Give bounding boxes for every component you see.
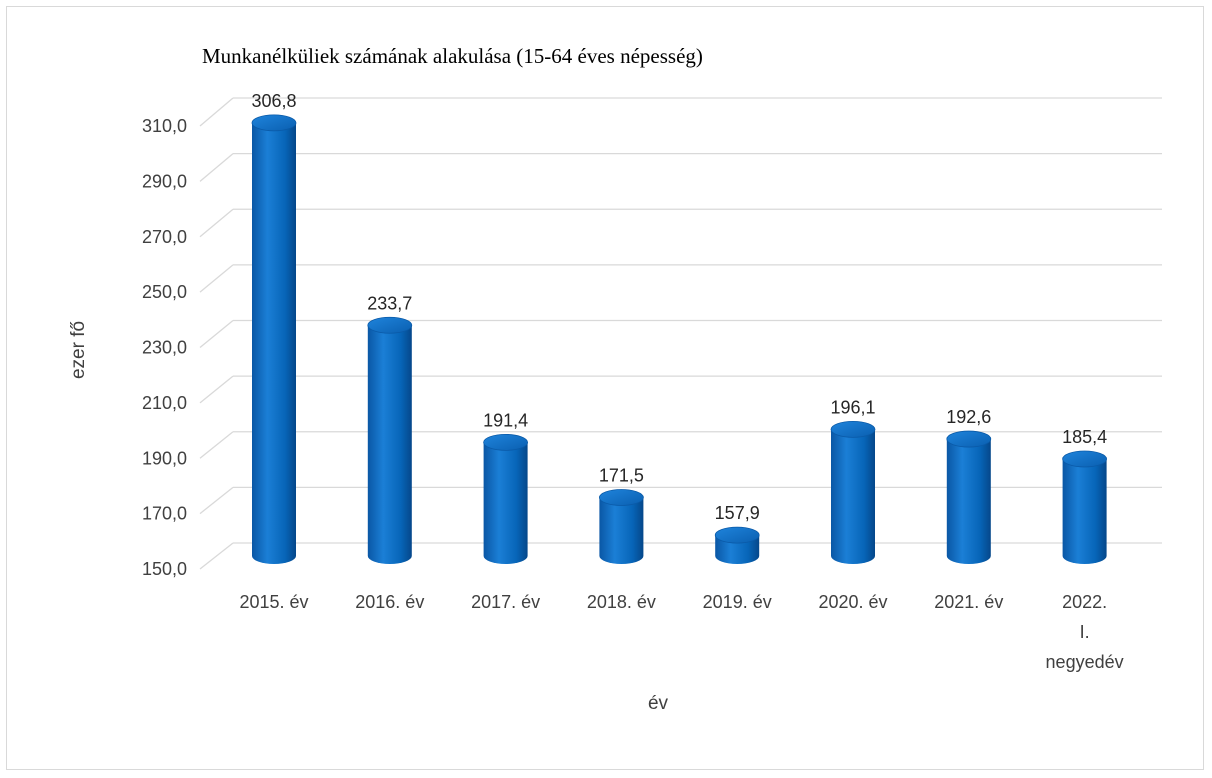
bar-top	[367, 316, 413, 334]
data-label: 185,4	[1062, 427, 1107, 447]
gridline-diagonal	[199, 264, 234, 293]
gridline-diagonal	[199, 319, 234, 349]
bar-top	[946, 430, 992, 448]
data-label: 157,9	[715, 503, 760, 523]
chart-frame	[6, 6, 1204, 770]
x-tick-label: negyedév	[1046, 652, 1124, 672]
gridline-diagonal	[199, 431, 234, 459]
bar-body	[483, 442, 528, 564]
y-axis-ticks: 150,0 170,0 190,0 210,0 230,0 250,0 270,0 290,0…	[142, 116, 187, 579]
y-tick-label: 310,0	[142, 116, 187, 136]
gridline-diagonal	[199, 208, 234, 238]
data-label: 171,5	[599, 465, 644, 485]
bar-top	[599, 489, 644, 506]
bar-body	[831, 429, 875, 564]
bar	[251, 114, 297, 565]
x-axis-labels: 2015. év 2016. év 2017. év 2018. év 2019. év…	[239, 592, 1123, 672]
data-label: 192,6	[946, 407, 991, 427]
bar-top	[483, 433, 529, 451]
x-tick-label: 2015. év	[239, 592, 308, 612]
gridlines	[199, 97, 1162, 570]
x-tick-label: 2019. év	[703, 592, 772, 612]
y-tick-label: 290,0	[142, 171, 187, 191]
data-label: 233,7	[367, 293, 412, 313]
y-tick-label: 270,0	[142, 227, 187, 247]
x-tick-label: 2021. év	[934, 592, 1003, 612]
x-tick-label: 2022.	[1062, 592, 1107, 612]
data-label: 196,1	[830, 397, 875, 417]
y-tick-label: 170,0	[142, 504, 187, 524]
bars	[251, 114, 1107, 565]
bar	[714, 526, 760, 564]
x-tick-label: 2018. év	[587, 592, 656, 612]
data-label: 191,4	[483, 410, 528, 430]
bar	[830, 420, 876, 564]
x-tick-label: 2016. év	[355, 592, 424, 612]
x-tick-label: I.	[1080, 622, 1090, 642]
bar-body	[252, 122, 296, 565]
chart-title: Munkanélküliek számának alakulása (15-64…	[202, 44, 703, 68]
gridline-diagonal	[199, 542, 234, 570]
bar-body	[1062, 458, 1107, 564]
y-tick-label: 210,0	[142, 393, 187, 413]
x-axis-title: év	[648, 693, 669, 714]
bar	[599, 489, 644, 564]
bar	[483, 433, 529, 564]
data-label: 306,8	[251, 91, 296, 111]
data-labels: 306,8 233,7 191,4 171,5 157,9 196,1 192,6 185,4	[251, 91, 1107, 523]
x-tick-label: 2020. év	[818, 592, 887, 612]
bar-top	[714, 526, 760, 544]
y-tick-label: 250,0	[142, 282, 187, 302]
x-tick-label: 2017. év	[471, 592, 540, 612]
y-tick-label: 190,0	[142, 448, 187, 468]
y-tick-label: 230,0	[142, 338, 187, 358]
bar-body	[946, 439, 991, 564]
bar-top	[1062, 450, 1107, 468]
bar-body	[367, 325, 412, 564]
gridline-diagonal	[199, 486, 234, 515]
bar-top	[251, 114, 297, 132]
bar-body	[599, 497, 644, 564]
y-tick-label: 150,0	[142, 559, 187, 579]
bar-top	[830, 420, 876, 438]
gridline-diagonal	[199, 153, 234, 182]
gridline-diagonal	[199, 97, 234, 127]
bar	[367, 316, 413, 564]
bar	[1062, 450, 1107, 564]
y-axis-title: ezer fő	[68, 321, 89, 379]
bar	[946, 430, 992, 564]
gridline-diagonal	[199, 375, 234, 404]
